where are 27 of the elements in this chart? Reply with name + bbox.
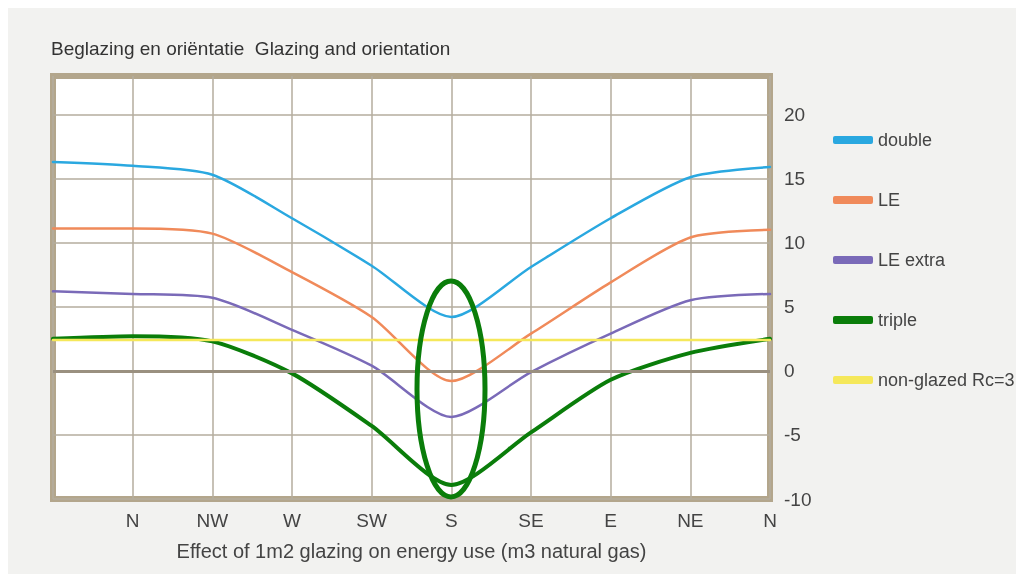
y-tick-label: 0 xyxy=(784,360,795,382)
y-tick-label: 10 xyxy=(784,232,806,254)
x-axis-title: Effect of 1m2 glazing on energy use (m3 natural gas) xyxy=(176,540,647,562)
x-tick-label: N xyxy=(763,510,777,531)
y-tick-label: 5 xyxy=(784,296,795,318)
y-tick-label: -5 xyxy=(784,424,801,446)
x-tick-label: NE xyxy=(677,510,704,531)
y-tick-label: 20 xyxy=(784,103,806,125)
line-series xyxy=(51,334,772,487)
x-tick-label: SW xyxy=(356,510,388,531)
x-tick-label: NW xyxy=(196,510,229,531)
legend-label: LE xyxy=(878,190,901,210)
y-tick-label: 15 xyxy=(784,168,806,190)
line-series xyxy=(51,160,772,319)
chart-title: Beglazing en oriëntatie Glazing and orientation xyxy=(51,38,451,59)
legend-label: non-glazed Rc=3 xyxy=(878,370,1015,390)
legend-label: LE extra xyxy=(878,250,947,270)
x-tick-label: E xyxy=(604,510,618,531)
x-tick-label: W xyxy=(283,510,302,531)
line-series xyxy=(51,290,772,419)
x-tick-label: S xyxy=(444,510,458,531)
x-tick-label: N xyxy=(125,510,140,531)
y-tick-label: -10 xyxy=(784,488,812,510)
legend-label: double xyxy=(878,130,933,150)
x-tick-label: SE xyxy=(518,510,544,531)
line-series xyxy=(51,227,772,383)
legend-label: triple xyxy=(878,310,918,330)
